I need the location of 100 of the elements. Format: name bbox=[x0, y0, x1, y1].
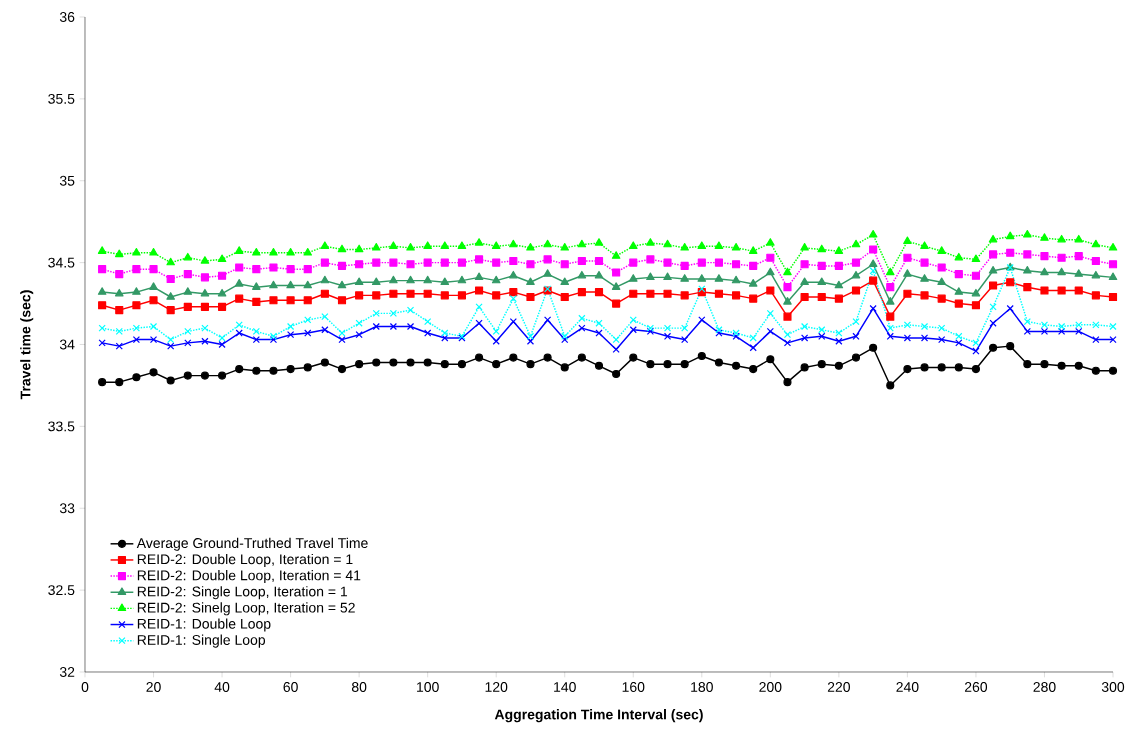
point bbox=[166, 257, 175, 266]
point bbox=[303, 280, 313, 289]
point bbox=[355, 319, 363, 327]
point bbox=[269, 366, 278, 375]
point bbox=[1074, 269, 1084, 277]
point bbox=[303, 296, 312, 305]
point bbox=[234, 279, 244, 287]
point bbox=[492, 337, 500, 345]
point bbox=[526, 292, 535, 302]
x-tick-label: 160 bbox=[622, 682, 645, 692]
point bbox=[509, 239, 518, 248]
point bbox=[800, 334, 809, 342]
point bbox=[149, 247, 158, 256]
point bbox=[321, 313, 329, 321]
point bbox=[714, 241, 724, 249]
point bbox=[526, 260, 535, 269]
point bbox=[937, 246, 946, 254]
x-tick-label: 140 bbox=[554, 682, 576, 692]
point bbox=[543, 239, 552, 248]
point bbox=[920, 274, 929, 282]
x-tick-label: 40 bbox=[214, 682, 230, 692]
point bbox=[252, 282, 261, 290]
y-tick-label: 35 bbox=[59, 175, 75, 186]
point bbox=[1040, 321, 1049, 329]
point bbox=[303, 265, 312, 274]
point bbox=[681, 335, 689, 344]
point bbox=[440, 360, 449, 369]
point bbox=[184, 327, 192, 336]
point bbox=[320, 241, 330, 249]
point bbox=[903, 334, 912, 342]
point bbox=[646, 289, 655, 298]
point bbox=[526, 243, 535, 251]
point bbox=[474, 238, 484, 246]
point bbox=[714, 358, 724, 367]
point bbox=[509, 295, 517, 303]
point bbox=[1074, 252, 1083, 261]
point bbox=[851, 353, 861, 362]
point bbox=[304, 316, 312, 324]
point bbox=[560, 243, 570, 251]
point bbox=[1091, 270, 1101, 279]
point bbox=[817, 277, 827, 286]
point bbox=[389, 258, 398, 267]
point bbox=[1057, 322, 1066, 331]
point bbox=[337, 244, 347, 253]
point bbox=[577, 288, 586, 297]
point bbox=[748, 279, 758, 287]
point bbox=[869, 343, 878, 352]
y-tick-label: 32.5 bbox=[48, 585, 75, 596]
point bbox=[971, 254, 981, 263]
point bbox=[697, 274, 707, 282]
point bbox=[149, 296, 158, 305]
point bbox=[183, 371, 192, 380]
x-tick-label: 180 bbox=[691, 682, 713, 692]
point bbox=[663, 332, 672, 340]
point bbox=[972, 347, 980, 355]
point bbox=[663, 258, 672, 267]
point bbox=[423, 258, 432, 267]
point bbox=[885, 267, 895, 276]
point bbox=[697, 241, 707, 249]
point bbox=[457, 291, 466, 300]
point bbox=[748, 246, 758, 254]
point bbox=[114, 249, 124, 258]
point bbox=[269, 332, 278, 340]
point bbox=[166, 376, 175, 385]
point bbox=[886, 324, 894, 332]
legend-label: REID-2: Sinelg Loop, Iteration = 52 bbox=[137, 602, 355, 616]
point bbox=[475, 255, 484, 264]
point bbox=[97, 246, 107, 254]
point bbox=[938, 335, 946, 344]
point bbox=[167, 335, 175, 344]
point bbox=[132, 301, 141, 310]
point bbox=[869, 276, 878, 285]
point bbox=[955, 332, 963, 340]
legend-label: Average Ground-Truthed Travel Time bbox=[136, 537, 368, 551]
point bbox=[800, 260, 809, 269]
point bbox=[526, 332, 535, 340]
point bbox=[509, 270, 518, 279]
point bbox=[920, 334, 929, 342]
point bbox=[406, 243, 415, 251]
point bbox=[560, 292, 569, 302]
point bbox=[783, 378, 792, 387]
point bbox=[1040, 286, 1049, 295]
point bbox=[1074, 234, 1084, 243]
point bbox=[441, 334, 449, 342]
point bbox=[1057, 234, 1066, 243]
point bbox=[903, 364, 912, 374]
point bbox=[612, 345, 620, 354]
point bbox=[183, 287, 193, 295]
point bbox=[1075, 321, 1083, 329]
point bbox=[115, 378, 124, 387]
point bbox=[543, 353, 552, 362]
point bbox=[97, 287, 107, 295]
point bbox=[766, 267, 775, 276]
point bbox=[783, 267, 792, 276]
point bbox=[783, 283, 792, 292]
point bbox=[424, 317, 432, 326]
point bbox=[269, 280, 278, 289]
point bbox=[731, 243, 741, 251]
point bbox=[851, 258, 861, 267]
y-tick-label: 34 bbox=[59, 339, 75, 350]
